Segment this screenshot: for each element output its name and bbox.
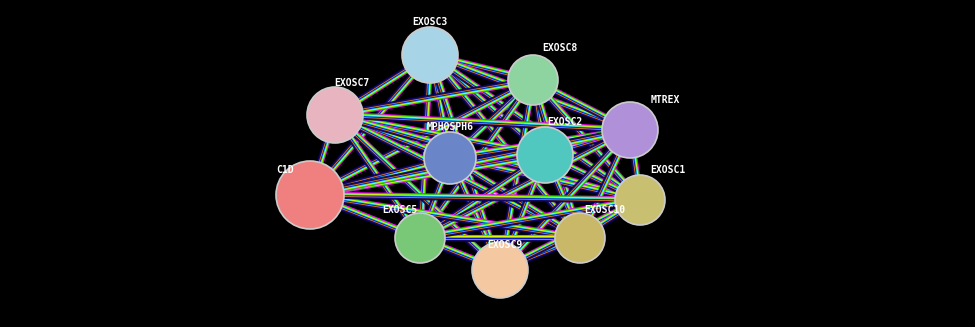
Text: EXOSC9: EXOSC9 [488,240,523,250]
Text: EXOSC3: EXOSC3 [412,17,448,27]
Circle shape [615,175,665,225]
Text: EXOSC5: EXOSC5 [382,205,417,215]
Text: EXOSC10: EXOSC10 [584,205,626,215]
Text: EXOSC1: EXOSC1 [650,165,685,175]
Circle shape [508,55,558,105]
Circle shape [402,27,458,83]
Circle shape [424,132,476,184]
Circle shape [555,213,605,263]
Circle shape [307,87,363,143]
Circle shape [472,242,528,298]
Text: C1D: C1D [276,165,293,175]
Text: MPHOSPH6: MPHOSPH6 [426,122,474,132]
Circle shape [602,102,658,158]
Text: EXOSC8: EXOSC8 [542,43,577,53]
Text: EXOSC2: EXOSC2 [547,117,583,127]
Circle shape [276,161,344,229]
Text: MTREX: MTREX [650,95,680,105]
Text: EXOSC7: EXOSC7 [334,78,370,88]
Circle shape [395,213,445,263]
Circle shape [517,127,573,183]
